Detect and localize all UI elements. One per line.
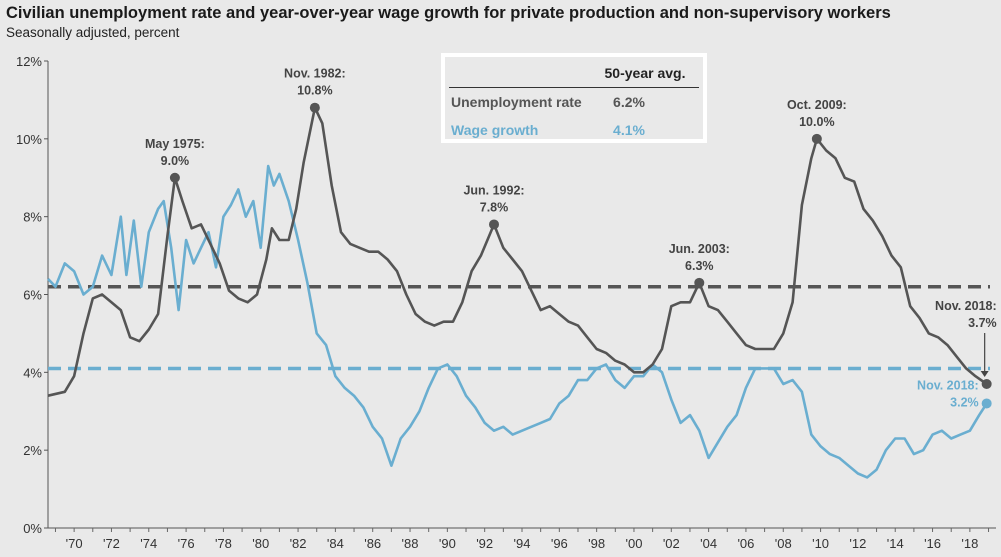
annotation-label: Oct. 2009: (787, 98, 847, 112)
x-tick-label: '84 (327, 536, 344, 551)
annotation-label: May 1975: (145, 137, 205, 151)
annotation-arrowhead (980, 371, 989, 378)
annotation-label: Nov. 2018: (917, 378, 979, 392)
x-tick-label: '04 (700, 536, 717, 551)
x-tick-label: '12 (849, 536, 866, 551)
x-tick-label: '70 (66, 536, 83, 551)
x-tick-label: '90 (439, 536, 456, 551)
chart-title: Civilian unemployment rate and year-over… (6, 4, 891, 22)
x-tick-label: '74 (140, 536, 157, 551)
series-lines (47, 106, 988, 479)
x-tick-label: '94 (514, 536, 531, 551)
annotation-value: 9.0% (161, 154, 190, 168)
annotation-marker (981, 398, 992, 409)
legend-value-wage: 4.1% (613, 122, 645, 138)
x-tick-label: '72 (103, 536, 120, 551)
annotation-marker (981, 379, 992, 390)
x-tick-label: '86 (364, 536, 381, 551)
x-tick-label: '18 (961, 536, 978, 551)
series-line (47, 164, 988, 479)
annotation-marker (489, 219, 500, 230)
chart-annotations: May 1975: 9.0% Nov. 1982: 10.8% Jun. 1992: 7.… (145, 67, 997, 410)
y-tick-label: 8% (23, 210, 42, 225)
x-tick-label: '14 (887, 536, 904, 551)
annotation-value: 10.8% (297, 84, 332, 98)
annotation-marker (811, 133, 822, 144)
y-tick-label: 0% (23, 521, 42, 536)
x-tick-label: '02 (663, 536, 680, 551)
annotation-value: 3.7% (968, 316, 997, 330)
annotation-label: Nov. 1982: (284, 67, 346, 81)
x-tick-label: '82 (290, 536, 307, 551)
legend-value-unemployment: 6.2% (613, 94, 645, 110)
x-tick-label: '16 (924, 536, 941, 551)
x-tick-label: '96 (551, 536, 568, 551)
x-tick-label: '88 (402, 536, 419, 551)
y-tick-label: 12% (16, 54, 42, 69)
y-tick-label: 10% (16, 132, 42, 147)
annotation-value: 7.8% (480, 200, 509, 214)
x-tick-label: '92 (476, 536, 493, 551)
legend-label-wage: Wage growth (451, 122, 539, 138)
annotation-label: Jun. 1992: (463, 183, 524, 197)
annotation-label: Nov. 2018: (935, 299, 997, 313)
legend-row-wage: Wage growth 4.1% (451, 122, 697, 142)
annotation-value: 10.0% (799, 115, 834, 129)
x-tick-label: '78 (215, 536, 232, 551)
y-tick-label: 2% (23, 443, 42, 458)
legend-header: 50-year avg. (604, 65, 686, 81)
legend-row-unemployment: Unemployment rate 6.2% (451, 94, 697, 114)
legend-label-unemployment: Unemployment rate (451, 94, 582, 110)
series-line (47, 106, 988, 397)
x-tick-label: '98 (588, 536, 605, 551)
chart-subtitle: Seasonally adjusted, percent (6, 25, 180, 40)
y-tick-label: 6% (23, 288, 42, 303)
annotation-marker (309, 102, 320, 113)
x-tick-label: '06 (737, 536, 754, 551)
annotation-marker (694, 277, 705, 288)
x-tick-label: '08 (775, 536, 792, 551)
annotation-value: 6.3% (685, 259, 714, 273)
x-tick-label: '10 (812, 536, 829, 551)
annotation-label: Jun. 2003: (669, 242, 730, 256)
average-lines (48, 284, 990, 371)
annotation-marker (169, 172, 180, 183)
y-tick-label: 4% (23, 365, 42, 380)
x-tick-label: '76 (178, 536, 195, 551)
x-tick-label: '80 (252, 536, 269, 551)
annotation-value: 3.2% (950, 395, 979, 409)
chart-axes: 0% 2% 4% 6% 8% 10% 12% '70 '72 '74 '76 '78 '80 '82 '84… (16, 54, 996, 551)
x-tick-label: '00 (625, 536, 642, 551)
averages-legend: 50-year avg. Unemployment rate 6.2% Wage… (441, 53, 707, 143)
legend-divider (449, 87, 699, 88)
